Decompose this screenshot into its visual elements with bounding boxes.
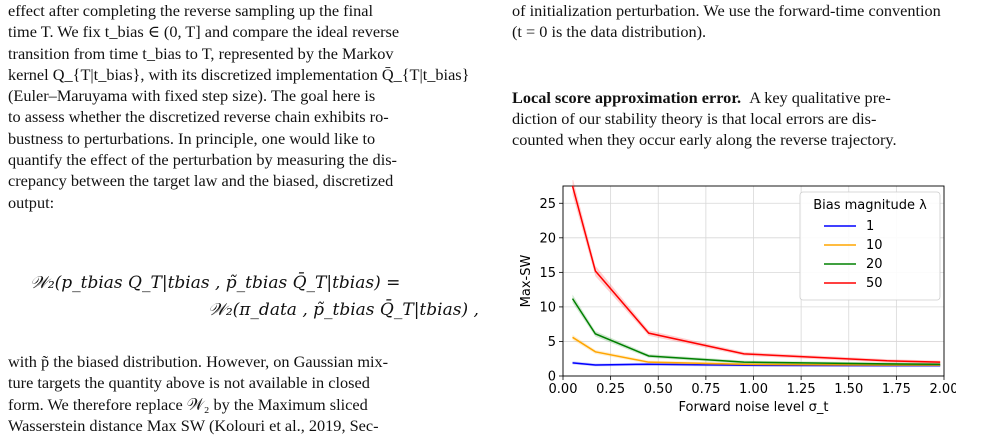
x-tick-label: 1.50	[834, 382, 863, 397]
chart-axes: 0.00 0.25 0.50 0.75 1.00 1.25 1.50 1.75 2.00 0 5 10…	[539, 185, 956, 397]
text-line: (Euler–Maruyama with fixed step size). T…	[8, 86, 376, 106]
text-line: effect after completing the reverse samp…	[8, 1, 373, 20]
x-tick-label: 2.00	[930, 382, 956, 397]
text-line: time T. We fix t_bias ∈ (0, T] and compa…	[8, 22, 400, 42]
legend-title: Bias magnitude λ	[813, 198, 927, 213]
text-line: of initialization perturbation. We use t…	[512, 1, 941, 20]
section-title: Local score approximation error.	[512, 87, 742, 107]
x-axis-label: Forward noise level σ_t	[678, 400, 828, 415]
x-tick-label: 0.25	[596, 382, 625, 397]
legend-entry: 1	[866, 219, 874, 234]
series-line-10	[572, 336, 941, 366]
text-line: (t = 0 is the data distribution).	[512, 22, 707, 42]
legend-entry: 20	[866, 257, 883, 272]
left-paragraph: effect after completing the reverse samp…	[8, 0, 476, 213]
right-column: of initialization perturbation. We use t…	[512, 0, 978, 150]
x-tick-label: 1.25	[787, 382, 816, 397]
text-line: Wasserstein distance Max SW (Kolouri et …	[8, 415, 379, 435]
legend-box	[799, 191, 941, 301]
text-line: bustness to perturbations. In principle,…	[8, 128, 376, 148]
y-tick-label: 20	[539, 231, 556, 246]
y-tick-label: 15	[539, 266, 556, 281]
x-tick-label: 1.75	[882, 382, 911, 397]
max-sw-line-chart: 0.00 0.25 0.50 0.75 1.00 1.25 1.50 1.75 2.00 0 5 10…	[519, 180, 956, 415]
y-tick-label: 0	[548, 370, 556, 385]
text-line: with p̃ the biased distribution. However…	[8, 352, 389, 371]
x-tick-label: 0.00	[549, 382, 578, 397]
y-tick-label: 5	[548, 335, 556, 350]
text-line: crepancy between the target law and the …	[8, 171, 394, 191]
x-tick-label: 0.75	[691, 382, 720, 397]
text-line: counted when they occur early along the …	[512, 130, 897, 150]
text-line: output:	[8, 192, 55, 212]
text-line: transition from time t_bias to T, repres…	[8, 43, 394, 63]
series-line-20	[571, 298, 941, 366]
plot-frame	[562, 185, 945, 377]
chart-series	[571, 180, 941, 368]
y-axis-label: Max-SW	[519, 255, 534, 308]
section-paragraph: Local score approximation error. A key q…	[512, 87, 978, 151]
text-line: quantify the effect of the perturbation …	[8, 150, 397, 170]
x-tick-label: 1.00	[739, 382, 768, 397]
text-line: form. We therefore replace 𝒲₂ by the Max…	[8, 394, 368, 414]
chart-legend: Bias magnitude λ 1 10 20 50	[799, 191, 941, 301]
legend-entry: 50	[866, 276, 883, 291]
y-tick-label: 25	[539, 197, 556, 212]
series-line-50	[571, 185, 941, 363]
equation-line-2: 𝒲₂(π_data , p̃_tbias Q̄_T|tbias) ,	[208, 300, 479, 320]
text-line: diction of our stability theory is that …	[512, 108, 877, 128]
text-line: kernel Q_{T|t_bias}, with its discretize…	[8, 64, 470, 84]
text-line: A key qualitative pre-	[749, 87, 891, 107]
legend-entry: 10	[866, 238, 883, 253]
y-tick-label: 10	[539, 300, 556, 315]
left-column: effect after completing the reverse samp…	[8, 0, 476, 213]
left-paragraph-after: with p̃ the biased distribution. However…	[8, 351, 476, 436]
equation-line-1: 𝒲₂(p_tbias Q_T|tbias , p̃_tbias Q̄_T|tbi…	[30, 273, 401, 293]
text-line: ture targets the quantity above is not a…	[8, 373, 370, 393]
x-tick-label: 0.50	[644, 382, 673, 397]
text-line: to assess whether the discretized revers…	[8, 107, 389, 127]
